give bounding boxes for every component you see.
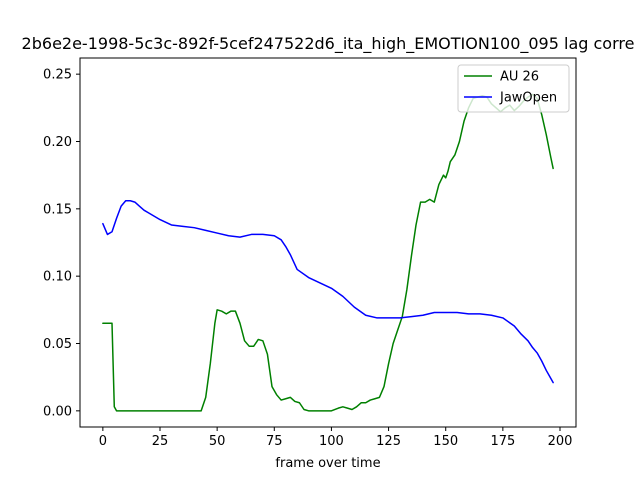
y-tick-label: 0.00 [43,404,72,419]
y-tick-label: 0.20 [43,135,72,150]
legend-label: JawOpen [499,91,557,106]
y-tick-label: 0.25 [43,68,72,83]
x-tick-label: 75 [266,434,283,449]
series-line-jawopen [102,200,554,384]
y-tick-label: 0.15 [43,202,72,217]
plot-frame [79,57,577,428]
x-axis-label: frame over time [275,456,380,471]
x-tick-label: 25 [152,434,169,449]
x-tick-label: 200 [548,434,573,449]
x-tick-label: 175 [490,434,515,449]
legend-label: AU 26 [500,70,539,85]
y-tick-label: 0.05 [43,337,72,352]
chart-title: 2b6e2e-1998-5c3c-892f-5cef247522d6_ita_h… [22,34,635,54]
x-tick-label: 50 [209,434,226,449]
x-tick-label: 150 [433,434,458,449]
y-tick-label: 0.10 [43,270,72,285]
x-tick-label: 100 [319,434,344,449]
x-tick-label: 125 [376,434,401,449]
x-tick-label: 0 [99,434,107,449]
